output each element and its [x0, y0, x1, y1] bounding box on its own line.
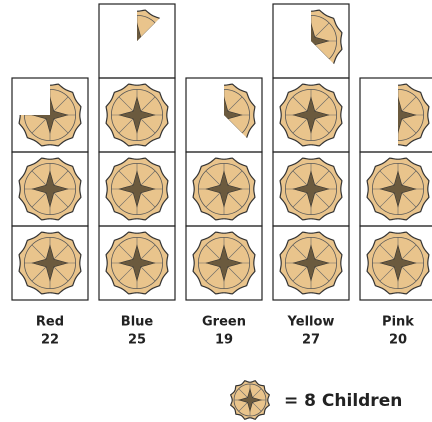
- pictogram-icon: [106, 10, 168, 72]
- category-label: Red: [36, 315, 64, 330]
- value-label: 19: [215, 333, 233, 348]
- category-label: Pink: [382, 315, 414, 330]
- value-label: 22: [41, 333, 59, 348]
- pictogram-icon: [280, 84, 342, 146]
- value-label: 27: [302, 333, 320, 348]
- chart: Red 22 Blue 25 Green 19 Yellow 27 Pink 20 = 8 Chil…: [0, 0, 432, 422]
- pictogram-icon: [106, 84, 168, 146]
- pictogram-icon: [367, 232, 429, 294]
- pictogram-icon: [106, 158, 168, 220]
- pictogram-icon: [367, 158, 429, 220]
- pictogram-icon: [19, 158, 81, 220]
- pictogram-icon: [193, 158, 255, 220]
- pictogram-icon: [106, 232, 168, 294]
- pictogram-icon: [367, 84, 429, 146]
- pictogram-icon: [280, 232, 342, 294]
- pictogram-icon: [193, 232, 255, 294]
- key-icon: [231, 381, 270, 420]
- category-label: Yellow: [287, 315, 335, 330]
- pictogram-icon: [280, 10, 342, 72]
- value-label: 20: [389, 333, 407, 348]
- category-label: Green: [202, 315, 246, 330]
- value-label: 25: [128, 333, 146, 348]
- pictogram-icon: [193, 84, 255, 146]
- pictogram-icon: [19, 232, 81, 294]
- pictogram-icon: [19, 84, 81, 146]
- pictogram-icon: [280, 158, 342, 220]
- category-label: Blue: [121, 315, 154, 330]
- key-label: = 8 Children: [284, 391, 402, 411]
